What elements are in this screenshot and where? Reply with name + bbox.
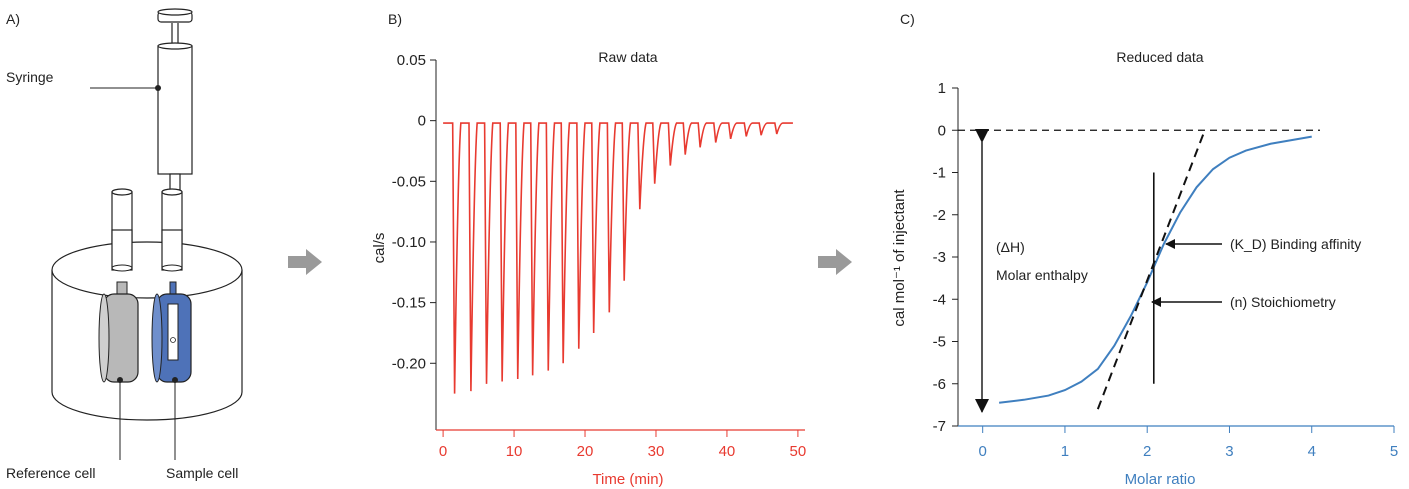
sample-cell-label: Sample cell <box>166 465 238 481</box>
raw-chart-title: Raw data <box>598 49 657 65</box>
raw-y-tick-label: -0.15 <box>392 295 426 312</box>
reduced-y-tick-label: -5 <box>933 334 946 351</box>
reduced-y-tick-label: -3 <box>933 249 946 266</box>
raw-y-label: cal/s <box>371 233 388 264</box>
annotation-kd: (K_D) Binding affinity <box>1230 236 1361 252</box>
raw-x-label: Time (min) <box>592 471 663 488</box>
flow-arrow-b-to-c <box>818 249 852 275</box>
annotation-n: (n) Stoichiometry <box>1230 294 1336 310</box>
raw-y-tick-label: 0 <box>418 113 426 130</box>
reduced-y-tick-label: -1 <box>933 165 946 182</box>
reduced-y-tick-label: 1 <box>938 80 946 97</box>
panel-b-letter: B) <box>388 11 402 27</box>
raw-y-tick-label: -0.10 <box>392 234 426 251</box>
reduced-x-label: Molar ratio <box>1125 471 1196 488</box>
raw-x-tick-label: 10 <box>506 443 523 460</box>
raw-y-tick-label: 0.05 <box>397 52 426 69</box>
reduced-y-tick-label: -4 <box>933 291 946 308</box>
reduced-y-tick-label: -7 <box>933 418 946 435</box>
raw-x-tick-label: 20 <box>577 443 594 460</box>
reference-cell <box>98 281 139 383</box>
reference-cell-label: Reference cell <box>6 465 96 481</box>
reduced-x-ticks: 0 1 2 3 4 5 <box>979 426 1398 460</box>
raw-x-tick-label: 0 <box>439 443 447 460</box>
reduced-y-label: cal mol⁻¹ of injectant <box>891 189 908 327</box>
reduced-x-tick-label: 3 <box>1225 443 1233 460</box>
flow-arrow-a-to-b <box>288 249 322 275</box>
reduced-y-ticks: 1 0 -1 -2 -3 -4 -5 -6 -7 <box>933 80 958 435</box>
panel-c-letter: C) <box>900 11 915 27</box>
reduced-x-tick-label: 2 <box>1143 443 1151 460</box>
reduced-chart-title: Reduced data <box>1116 49 1203 65</box>
raw-y-tick-label: -0.05 <box>392 173 426 190</box>
panel-a: A) Syringe <box>6 8 243 481</box>
reduced-y-tick-label: -6 <box>933 376 946 393</box>
reduced-x-tick-label: 1 <box>1061 443 1069 460</box>
panel-a-letter: A) <box>6 11 20 27</box>
adiabatic-jacket <box>51 229 243 421</box>
reduced-y-tick-label: -2 <box>933 207 946 224</box>
raw-y-ticks: 0.05 0 -0.05 -0.10 -0.15 -0.20 <box>392 52 436 372</box>
slope-tangent-line <box>1096 129 1206 410</box>
raw-x-tick-label: 50 <box>790 443 807 460</box>
syringe <box>157 8 193 191</box>
reduced-y-tick-label: 0 <box>938 122 946 139</box>
syringe-leader-dot <box>155 85 161 91</box>
panel-b: B) Raw data 0.05 0 -0.05 -0.10 -0.15 -0.20 0 1… <box>371 11 806 488</box>
raw-x-ticks: 0 10 20 30 40 50 <box>439 430 806 460</box>
sample-cell <box>151 281 192 383</box>
annotation-dh-line1: (ΔH) <box>996 239 1025 255</box>
annotation-dh-line2: Molar enthalpy <box>996 267 1088 283</box>
reduced-x-tick-label: 0 <box>979 443 987 460</box>
syringe-label: Syringe <box>6 69 54 85</box>
raw-y-tick-label: -0.20 <box>392 355 426 372</box>
reduced-x-tick-label: 5 <box>1390 443 1398 460</box>
reduced-x-tick-label: 4 <box>1308 443 1316 460</box>
raw-thermogram-trace <box>443 122 793 394</box>
raw-x-tick-label: 40 <box>719 443 736 460</box>
raw-x-tick-label: 30 <box>648 443 665 460</box>
